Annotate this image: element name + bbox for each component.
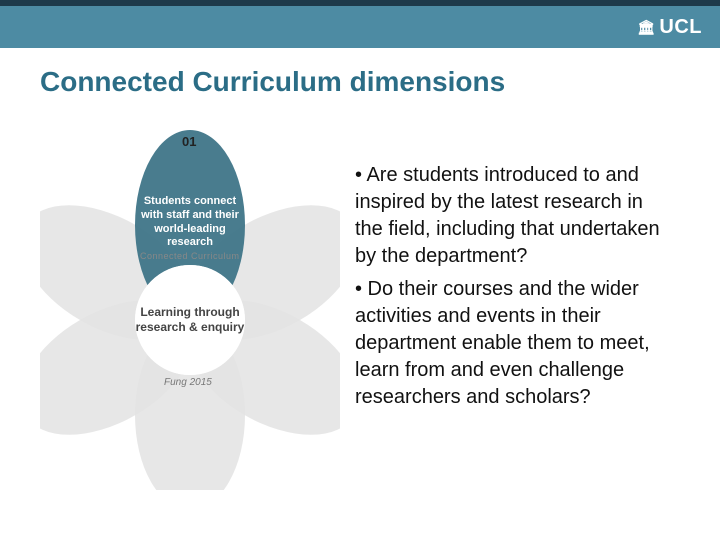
header-band: 🏛 UCL	[0, 0, 720, 48]
page-title: Connected Curriculum dimensions	[40, 66, 505, 98]
arc-label-top: Connected Curriculum	[140, 251, 240, 261]
content-row: 01 Students connect with staff and their…	[0, 110, 720, 530]
active-petal-label: Students connect with staff and their wo…	[135, 195, 245, 250]
center-disc: Learning through research & enquiry	[135, 265, 245, 375]
ucl-logo: 🏛 UCL	[637, 16, 702, 39]
header-stripe-main: 🏛 UCL	[0, 6, 720, 48]
attribution: Fung 2015	[164, 377, 212, 388]
dimension-number: 01	[182, 134, 196, 149]
bullet-2: • Do their courses and the wider activit…	[355, 276, 670, 411]
ucl-dome-icon: 🏛	[637, 20, 655, 34]
bullet-1: • Are students introduced to and inspire…	[355, 162, 670, 270]
flower-diagram: 01 Students connect with staff and their…	[40, 110, 340, 490]
ucl-logo-text: UCL	[659, 16, 702, 39]
center-label: Learning through research & enquiry	[135, 305, 245, 335]
diagram-column: 01 Students connect with staff and their…	[0, 110, 355, 510]
slide: 🏛 UCL Connected Curriculum dimensions 01…	[0, 0, 720, 540]
text-column: • Are students introduced to and inspire…	[355, 110, 700, 530]
